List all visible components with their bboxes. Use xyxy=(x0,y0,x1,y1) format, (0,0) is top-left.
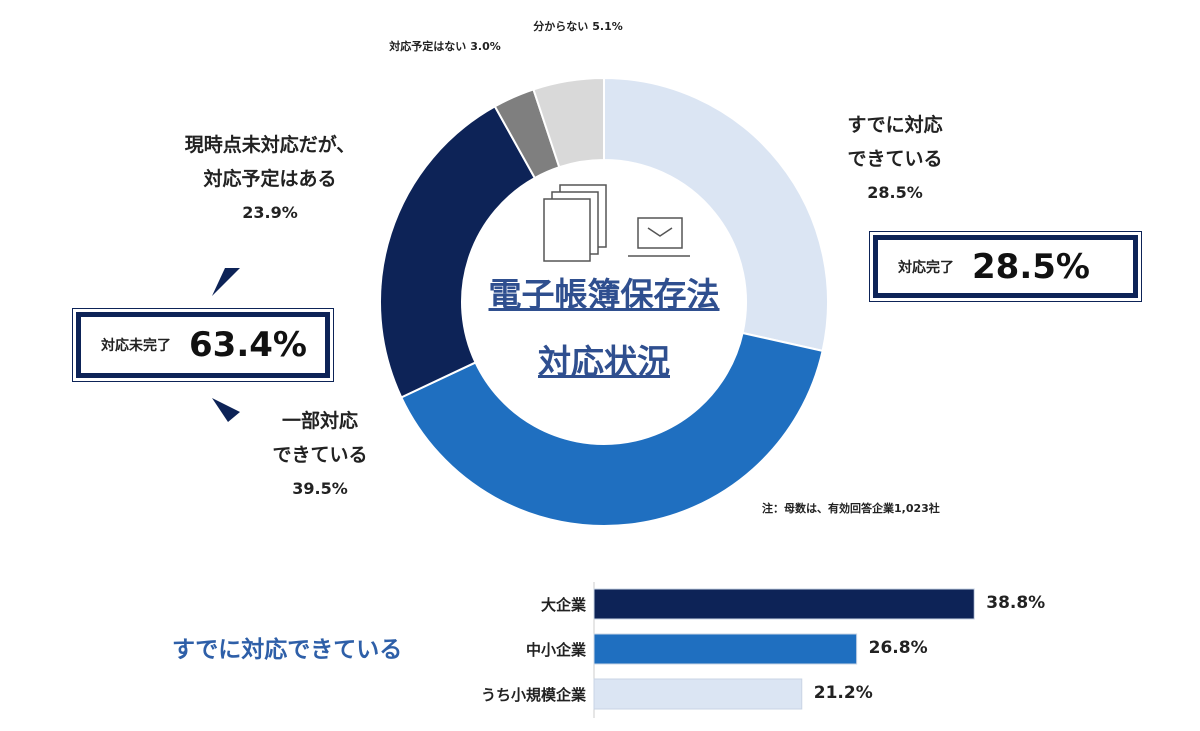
slice-label: 対応予定はない 3.0% xyxy=(389,40,501,54)
slice-name: 現時点未対応だが、 対応予定はある xyxy=(184,134,356,190)
slice-label: 一部対応 できている 39.5% xyxy=(272,404,367,506)
donut-slice xyxy=(603,76,829,353)
donut-slice xyxy=(399,331,824,527)
slice-name: 対応予定はない xyxy=(389,40,467,53)
bar xyxy=(593,678,803,710)
callout-value: 28.5% xyxy=(972,246,1090,287)
callout: 対応完了 28.5% xyxy=(869,231,1142,302)
arrow xyxy=(212,398,240,422)
category-label: 中小企業 xyxy=(525,641,586,659)
category-label: 大企業 xyxy=(540,596,586,614)
slice-name: すでに対応 できている xyxy=(847,114,943,170)
donut-slice xyxy=(532,76,605,169)
slice-name: 分からない xyxy=(533,20,589,33)
slice-value: 28.5% xyxy=(867,183,923,202)
callout-label: 対応未完了 xyxy=(101,338,171,354)
slice-value: 23.9% xyxy=(242,203,298,222)
slice-name: 一部対応 できている xyxy=(272,410,368,466)
slice-label: すでに対応 できている 28.5% xyxy=(847,108,942,210)
callout-label: 対応完了 xyxy=(898,259,954,276)
bar-value: 26.8% xyxy=(868,638,928,658)
callout-value: 63.4% xyxy=(189,325,307,365)
center-subtitle: 対応状況 xyxy=(538,342,670,381)
slice-label: 現時点未対応だが、 対応予定はある 23.9% xyxy=(185,128,356,230)
bar xyxy=(593,588,975,620)
donut-slice xyxy=(379,105,537,399)
slice-label: 分からない 5.1% xyxy=(533,20,623,34)
center-title: 電子帳簿保存法 xyxy=(488,275,720,314)
slice-value: 5.1% xyxy=(592,20,623,33)
bar-value: 38.8% xyxy=(986,593,1046,613)
arrow xyxy=(212,268,240,296)
slice-value: 39.5% xyxy=(292,479,348,498)
category-label: うち小規模企業 xyxy=(480,686,586,704)
callout: 対応未完了 63.4% xyxy=(72,308,334,382)
bar-title: すでに対応できている xyxy=(172,637,403,663)
bar xyxy=(593,633,858,665)
center-icon xyxy=(543,184,690,262)
bar-value: 21.2% xyxy=(813,683,873,703)
slice-value: 3.0% xyxy=(470,40,501,53)
footnote: 注：母数は、有効回答企業1,023社 xyxy=(762,502,940,515)
